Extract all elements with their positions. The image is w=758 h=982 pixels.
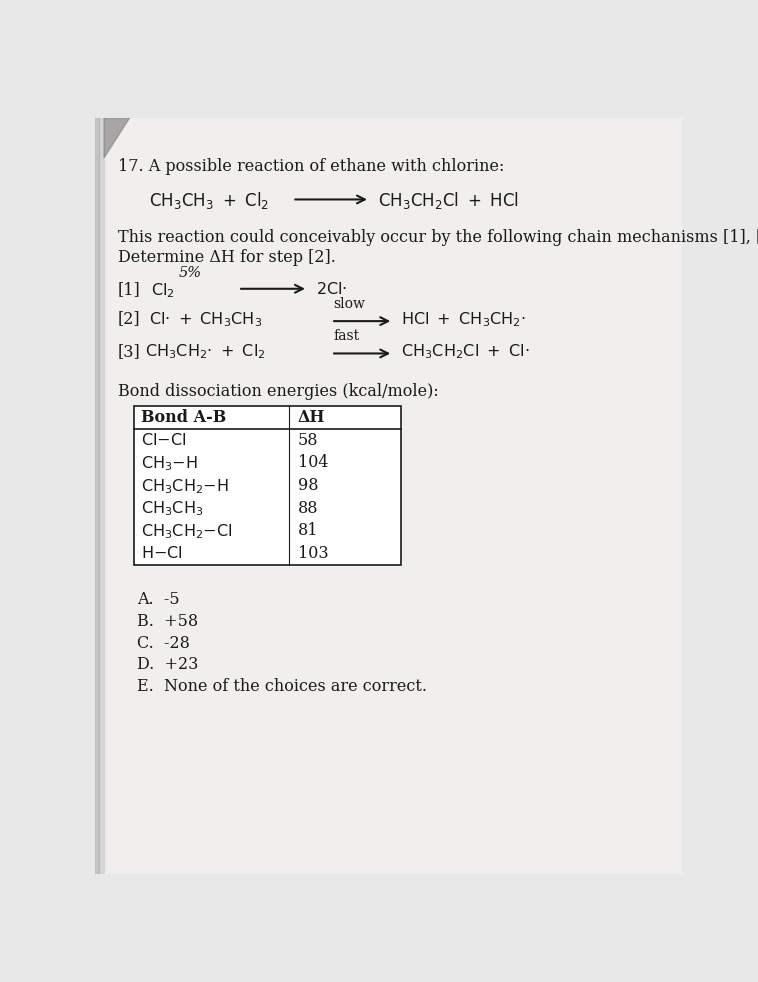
Bar [99,118,104,874]
Text: 81: 81 [298,522,318,539]
Text: B.  +58: B. +58 [137,613,199,629]
Text: Bond dissociation energies (kcal/mole):: Bond dissociation energies (kcal/mole): [118,383,439,400]
Text: $\mathrm{CH_3CH_2Cl\ +\ HCl}$: $\mathrm{CH_3CH_2Cl\ +\ HCl}$ [377,191,518,211]
Text: [3]: [3] [118,343,141,359]
Text: slow: slow [334,298,365,311]
Text: E.  None of the choices are correct.: E. None of the choices are correct. [137,679,428,695]
Text: 58: 58 [298,432,318,449]
Text: [1]: [1] [118,281,141,299]
Text: $\mathrm{CH_3CH_2{\cdot}\ +\ Cl_2}$: $\mathrm{CH_3CH_2{\cdot}\ +\ Cl_2}$ [145,343,266,361]
Text: Bond A-B: Bond A-B [141,409,227,426]
Text: 88: 88 [298,500,318,517]
Text: $\mathrm{CH_3CH_2Cl\ +\ Cl{\cdot}}$: $\mathrm{CH_3CH_2Cl\ +\ Cl{\cdot}}$ [401,343,529,361]
Text: 98: 98 [298,477,318,494]
Bar [133,406,401,565]
Text: fast: fast [334,329,359,344]
Polygon shape [104,118,130,158]
Text: $\mathrm{CH_3CH_3\ +\ Cl_2}$: $\mathrm{CH_3CH_3\ +\ Cl_2}$ [149,191,269,211]
Text: 17. A possible reaction of ethane with chlorine:: 17. A possible reaction of ethane with c… [118,158,504,175]
Text: $\mathrm{CH_3CH_2{-}Cl}$: $\mathrm{CH_3CH_2{-}Cl}$ [141,522,233,541]
Text: 5%: 5% [178,266,202,280]
Text: $\mathrm{HCl\ +\ CH_3CH_2{\cdot}}$: $\mathrm{HCl\ +\ CH_3CH_2{\cdot}}$ [401,310,526,329]
Text: D.  +23: D. +23 [137,656,199,674]
Text: Determine ΔH for step [2].: Determine ΔH for step [2]. [118,248,336,266]
Text: 103: 103 [298,545,328,562]
Text: This reaction could conceivably occur by the following chain mechanisms [1], [2]: This reaction could conceivably occur by… [118,229,758,246]
Text: $\mathrm{Cl_2}$: $\mathrm{Cl_2}$ [151,281,174,300]
Text: C.  -28: C. -28 [137,634,190,651]
Text: $\mathrm{Cl{\cdot}\ +\ CH_3CH_3}$: $\mathrm{Cl{\cdot}\ +\ CH_3CH_3}$ [149,310,262,329]
Text: $\mathrm{CH_3CH_2{-}H}$: $\mathrm{CH_3CH_2{-}H}$ [141,477,229,496]
Text: A.  -5: A. -5 [137,590,180,608]
Text: ΔH: ΔH [298,409,325,426]
Text: [2]: [2] [118,310,141,327]
Text: 104: 104 [298,455,328,471]
Text: $\mathrm{CH_3CH_3}$: $\mathrm{CH_3CH_3}$ [141,500,204,518]
Bar [133,406,401,565]
Text: $\mathrm{CH_3{-}H}$: $\mathrm{CH_3{-}H}$ [141,455,198,473]
Bar [95,118,99,874]
Text: $\mathrm{Cl{-}Cl}$: $\mathrm{Cl{-}Cl}$ [141,432,186,449]
Text: $\mathrm{2Cl{\cdot}}$: $\mathrm{2Cl{\cdot}}$ [315,281,347,299]
Text: $\mathrm{H{-}Cl}$: $\mathrm{H{-}Cl}$ [141,545,183,562]
